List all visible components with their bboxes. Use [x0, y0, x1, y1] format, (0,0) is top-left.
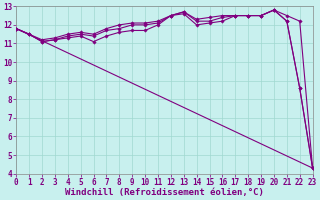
X-axis label: Windchill (Refroidissement éolien,°C): Windchill (Refroidissement éolien,°C) [65, 188, 264, 197]
